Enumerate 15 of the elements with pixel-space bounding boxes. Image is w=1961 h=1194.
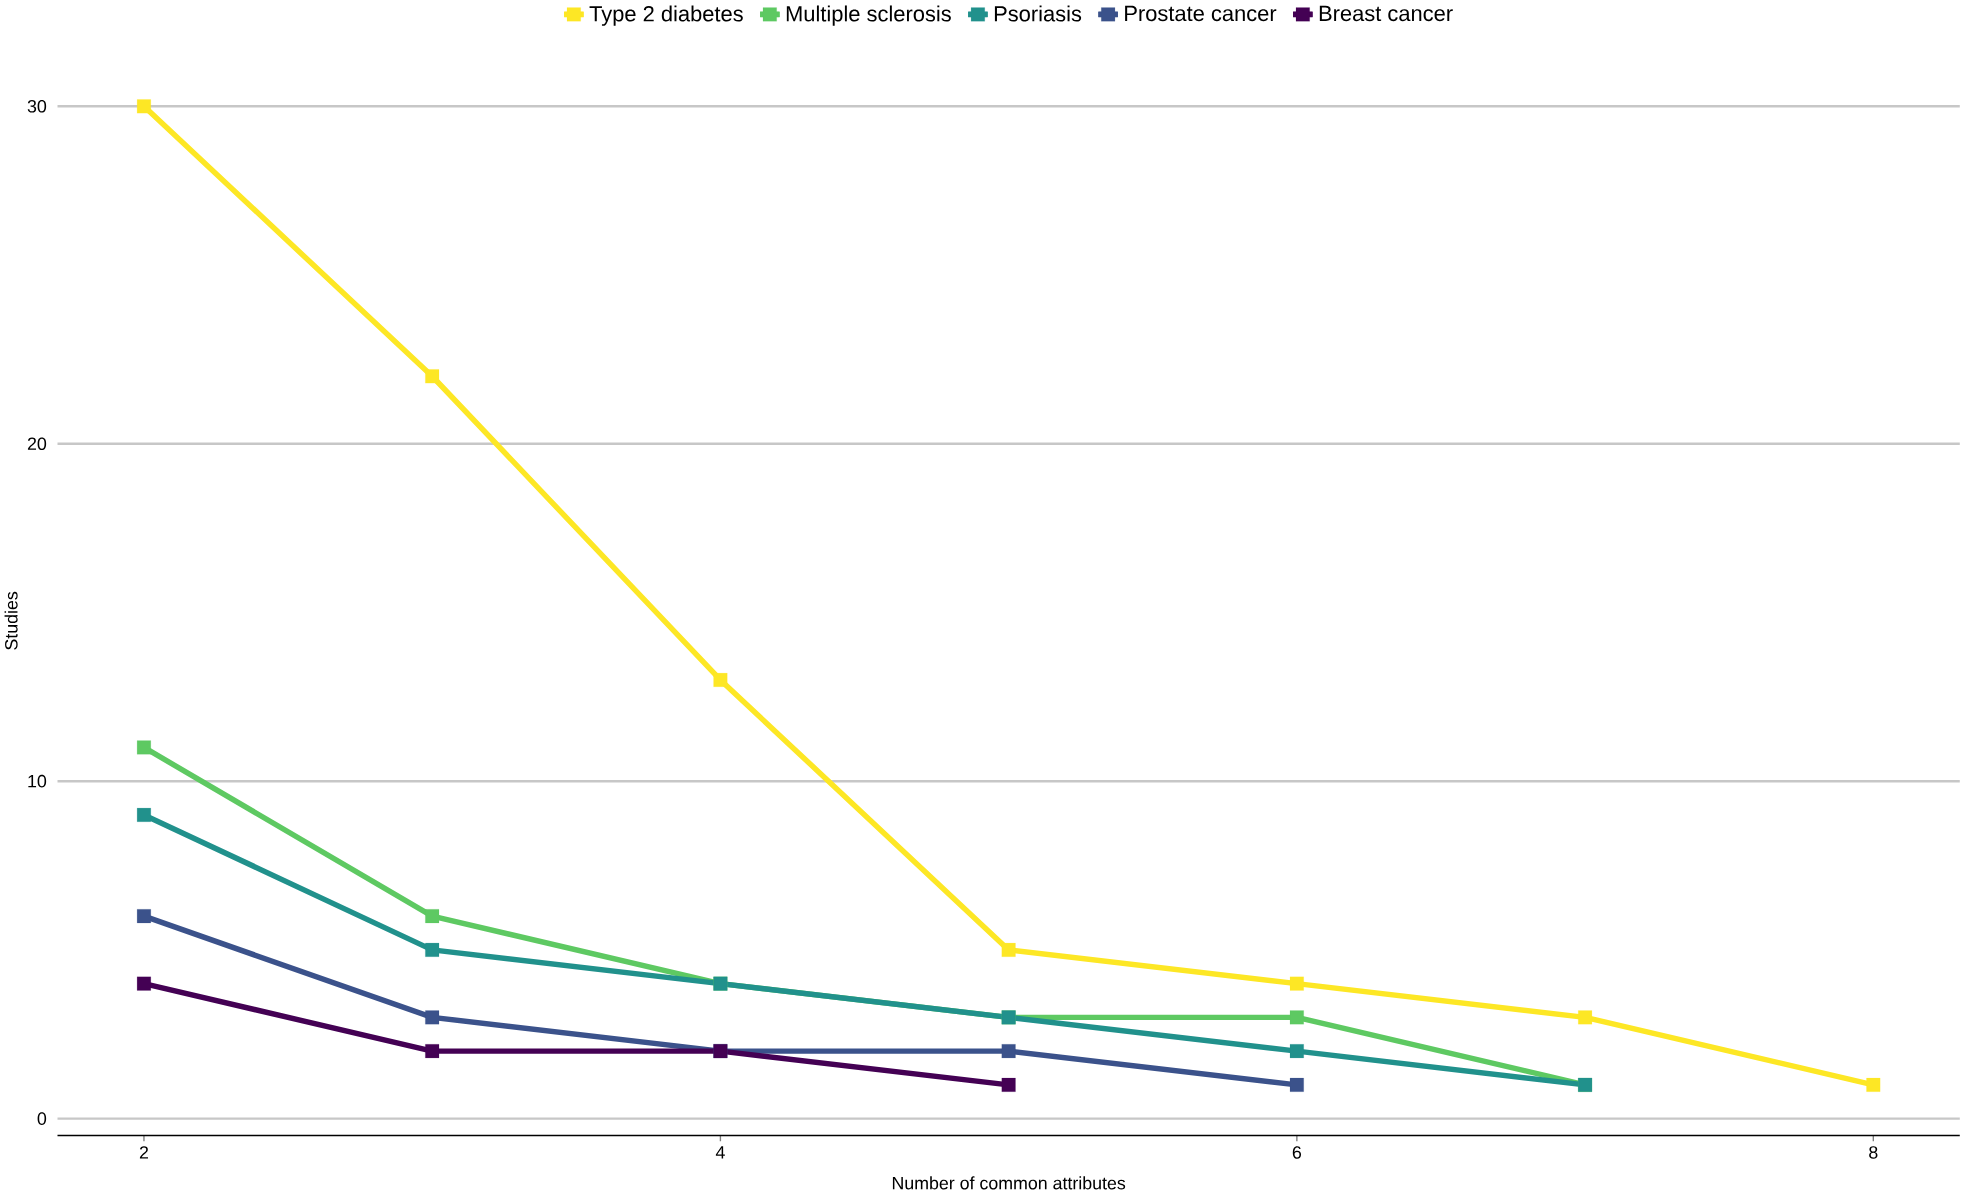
legend-label: Multiple sclerosis xyxy=(786,5,951,26)
x-tick-label: 2 xyxy=(139,1146,149,1159)
legend-label: Type 2 diabetes xyxy=(589,5,743,26)
legend-label: Prostate cancer xyxy=(1125,5,1277,22)
y-tick-label: 10 xyxy=(28,774,47,788)
legend-label: Psoriasis xyxy=(994,5,1082,22)
y-tick-label: 0 xyxy=(37,1112,47,1125)
legend-label: Breast cancer xyxy=(1319,5,1453,22)
y-axis-title: Studies xyxy=(4,591,18,650)
y-tick-label: 30 xyxy=(27,100,47,113)
y-tick-label: 20 xyxy=(27,437,47,451)
x-tick-label: 8 xyxy=(1869,1146,1878,1159)
x-tick-label: 6 xyxy=(1292,1146,1302,1159)
x-axis-title: Number of common attributes xyxy=(892,1176,1126,1190)
x-tick-label: 4 xyxy=(715,1146,725,1159)
